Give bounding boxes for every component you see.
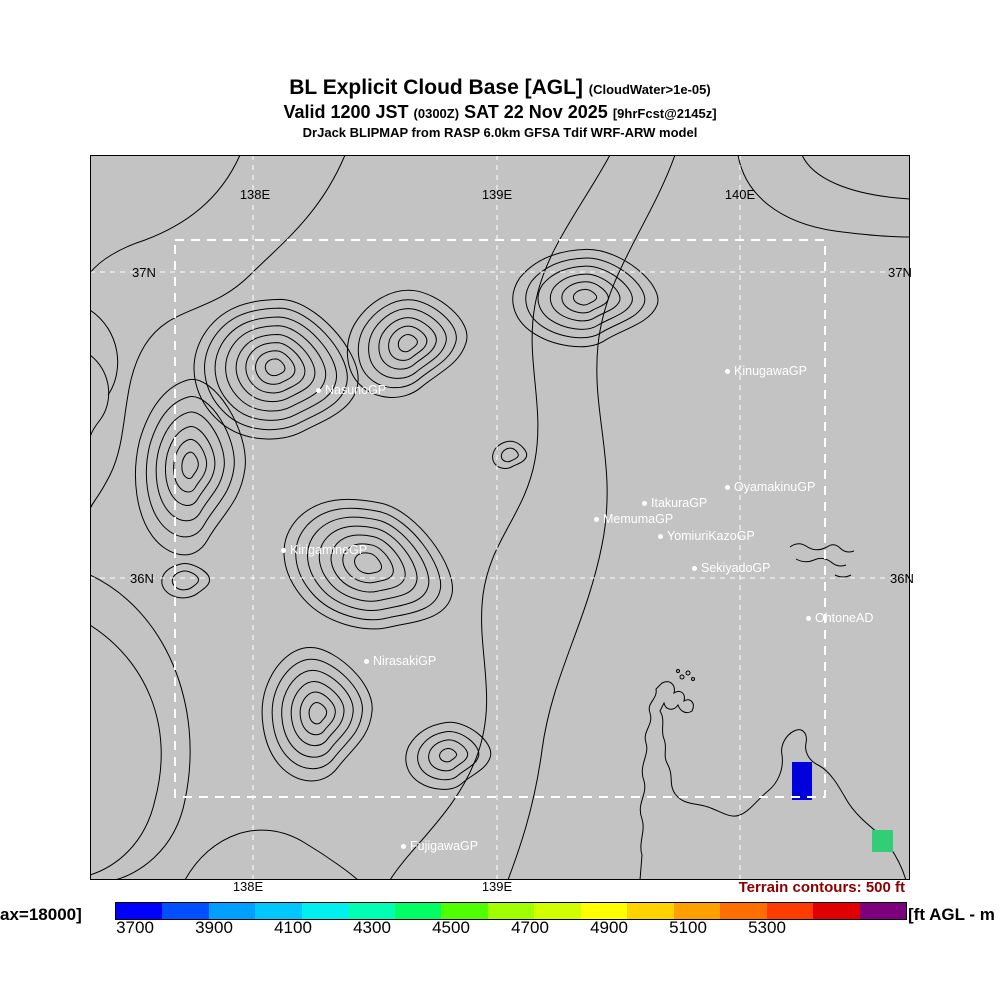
valid-date: SAT 22 Nov 2025 [464, 102, 608, 122]
site-name: OhtoneAD [815, 611, 874, 625]
valid-time: Valid 1200 JST [283, 102, 409, 122]
colorbar-tick: 4100 [274, 918, 312, 937]
valid-time-utc: (0300Z) [413, 106, 460, 121]
colorbar-segment [766, 903, 814, 919]
site-name: NirasakiGP [373, 654, 437, 668]
colorbar-tick: 4700 [511, 918, 549, 937]
colorbar-right-label: [ft AGL - m [908, 905, 995, 924]
site-label: NasunoGP [316, 383, 386, 397]
site-label: FujigawaGP [401, 839, 478, 853]
colorbar-tick: 5300 [748, 918, 786, 937]
lon-label-bottom: 139E [481, 879, 513, 894]
site-marker-icon [281, 548, 286, 554]
page-title: BL Explicit Cloud Base [AGL] (CloudWater… [0, 76, 1000, 100]
site-label: SekiyadoGP [692, 561, 770, 575]
site-label: ItakuraGP [642, 496, 707, 510]
site-marker-icon [658, 534, 663, 540]
colorbar-tick: 4300 [353, 918, 391, 937]
forecast-run: [9hrFcst@2145z] [612, 106, 717, 121]
title-main: BL Explicit Cloud Base [AGL] [289, 76, 583, 99]
colorbar-segment [627, 903, 674, 919]
map-border [90, 155, 910, 880]
colorbar-tick: 3700 [116, 918, 154, 937]
site-label: OhtoneAD [806, 611, 873, 625]
lon-label-top: 139E [481, 187, 513, 202]
colorbar-segment [301, 903, 349, 919]
lon-label-top: 138E [239, 187, 271, 202]
lat-label-left: 37N [132, 265, 156, 280]
site-label: NirasakiGP [364, 654, 436, 668]
lon-label-bottom: 138E [232, 879, 264, 894]
colorbar-segment [441, 903, 488, 919]
site-label: YomiuriKazoGP [658, 529, 755, 543]
colorbar-segment [162, 903, 209, 919]
colorbar-segment [348, 903, 395, 919]
colorbar-tick: 4500 [432, 918, 470, 937]
site-marker-icon [692, 566, 697, 572]
coastline [639, 543, 907, 881]
site-name: OyamakinuGP [734, 480, 816, 494]
title-block: BL Explicit Cloud Base [AGL] (CloudWater… [0, 76, 1000, 140]
terrain-caption: Terrain contours: 500 ft [738, 879, 905, 896]
site-marker-icon [806, 616, 811, 622]
lat-label-left: 36N [130, 571, 154, 586]
site-name: NasunoGP [325, 383, 387, 397]
lat-label-right: 36N [890, 571, 914, 586]
site-name: ItakuraGP [651, 496, 708, 510]
site-marker-icon [364, 659, 369, 665]
colorbar-segment [859, 903, 906, 919]
map-svg [89, 154, 911, 881]
colorbar-ticks: 3700 3900 4100 4300 4500 4700 4900 5100 5300 [115, 918, 905, 938]
site-name: FujigawaGP [410, 839, 479, 853]
domain-boundary [174, 239, 826, 798]
site-label: MemumaGP [594, 512, 673, 526]
colorbar-left-label: ax=18000] [0, 905, 82, 924]
site-label: KirigamineGP [281, 543, 367, 557]
site-marker-icon [725, 369, 730, 375]
map-background [90, 155, 910, 880]
colorbar-segment [720, 903, 767, 919]
site-marker-icon [642, 501, 647, 507]
colorbar-segment [813, 903, 860, 919]
colorbar-tick: 4900 [590, 918, 628, 937]
colorbar-segments [115, 902, 907, 920]
cloudbase-patch-blue [792, 762, 812, 800]
site-name: YomiuriKazoGP [667, 529, 755, 543]
colorbar-tick: 3900 [195, 918, 233, 937]
site-name: SekiyadoGP [701, 561, 771, 575]
colorbar-segment [208, 903, 256, 919]
map-canvas [89, 154, 911, 881]
site-label: KinugawaGP [725, 364, 807, 378]
colorbar-segment [116, 903, 163, 919]
lat-label-right: 37N [888, 265, 912, 280]
site-marker-icon [725, 485, 730, 491]
colorbar-segment [394, 903, 442, 919]
colorbar-segment [487, 903, 535, 919]
colorbar-segment [580, 903, 628, 919]
site-marker-icon [316, 388, 321, 394]
lon-label-top: 140E [724, 187, 756, 202]
site-label: OyamakinuGP [725, 480, 815, 494]
terrain-contours [89, 154, 911, 881]
colorbar-segment [534, 903, 581, 919]
colorbar-segment [673, 903, 721, 919]
site-name: KinugawaGP [734, 364, 807, 378]
site-name: KirigamineGP [290, 543, 368, 557]
colorbar-segment [255, 903, 302, 919]
cloudbase-patch-green [872, 830, 893, 852]
colorbar-tick: 5100 [669, 918, 707, 937]
title-threshold: (CloudWater>1e-05) [588, 82, 711, 97]
model-line: DrJack BLIPMAP from RASP 6.0km GFSA Tdif… [302, 125, 698, 140]
site-marker-icon [401, 844, 406, 850]
latlon-grid [90, 155, 910, 880]
valid-time-line: Valid 1200 JST (0300Z) SAT 22 Nov 2025 [… [0, 102, 1000, 123]
site-name: MemumaGP [603, 512, 674, 526]
site-marker-icon [594, 517, 599, 523]
